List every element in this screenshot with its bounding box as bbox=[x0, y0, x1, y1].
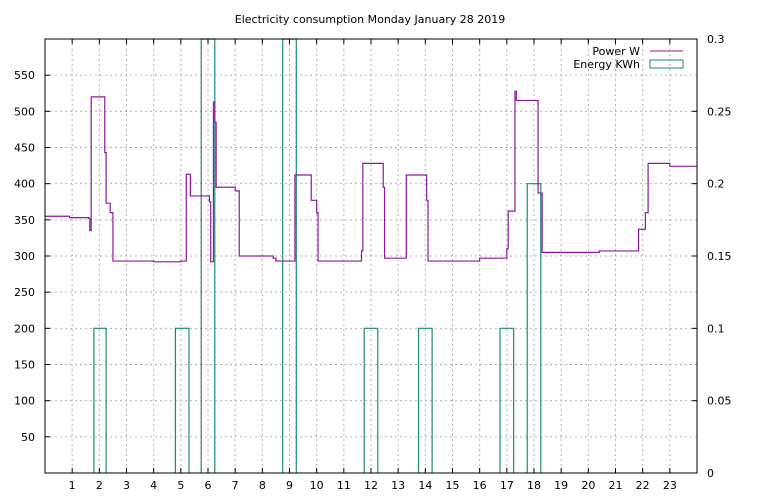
y2-tick-label: 0.25 bbox=[707, 105, 732, 118]
legend-energy-swatch bbox=[649, 59, 684, 69]
x-tick-label: 19 bbox=[554, 479, 568, 492]
grid bbox=[45, 39, 697, 473]
energy-bar bbox=[174, 327, 190, 473]
x-tick-label: 20 bbox=[581, 479, 595, 492]
x-tick-label: 4 bbox=[150, 479, 157, 492]
x-tick-label: 7 bbox=[232, 479, 239, 492]
x-tick-label: 17 bbox=[500, 479, 514, 492]
energy-bar bbox=[499, 327, 515, 473]
x-tick-label: 9 bbox=[286, 479, 293, 492]
y2-tick-label: 0.05 bbox=[707, 395, 732, 408]
x-tick-label: 21 bbox=[609, 479, 623, 492]
y-tick-label: 550 bbox=[14, 69, 35, 82]
x-tick-label: 11 bbox=[337, 479, 351, 492]
x-tick-label: 10 bbox=[310, 479, 324, 492]
x-tick-label: 23 bbox=[663, 479, 677, 492]
axis-ticks: 1 2 3 4 5 6 7 8 9 10 11 12 13 14 15 16 17 18 19 20 21 22 23501… bbox=[14, 33, 732, 492]
x-tick-label: 22 bbox=[636, 479, 650, 492]
x-tick-label: 3 bbox=[123, 479, 130, 492]
energy-bar bbox=[526, 183, 542, 473]
y-tick-label: 50 bbox=[21, 431, 35, 444]
y-tick-label: 450 bbox=[14, 142, 35, 155]
x-tick-label: 5 bbox=[177, 479, 184, 492]
energy-bar bbox=[93, 327, 107, 473]
legend-energy-label: Energy KWh bbox=[573, 58, 640, 71]
y-tick-label: 100 bbox=[14, 395, 35, 408]
y-tick-label: 500 bbox=[14, 105, 35, 118]
y2-tick-label: 0.2 bbox=[707, 178, 725, 191]
x-tick-label: 15 bbox=[446, 479, 460, 492]
legend-power-label: Power W bbox=[592, 45, 640, 58]
y-tick-label: 200 bbox=[14, 322, 35, 335]
x-tick-label: 8 bbox=[259, 479, 266, 492]
energy-bar bbox=[363, 327, 379, 473]
y-tick-label: 300 bbox=[14, 250, 35, 263]
x-tick-label: 6 bbox=[205, 479, 212, 492]
power-line-layer bbox=[45, 90, 697, 263]
y2-tick-label: 0 bbox=[707, 467, 714, 480]
y2-tick-label: 0.3 bbox=[707, 33, 725, 46]
power-line bbox=[45, 90, 697, 263]
y-tick-label: 150 bbox=[14, 359, 35, 372]
x-tick-label: 16 bbox=[473, 479, 487, 492]
chart-title: Electricity consumption Monday January 2… bbox=[235, 13, 505, 26]
x-tick-label: 12 bbox=[364, 479, 378, 492]
y-tick-label: 250 bbox=[14, 286, 35, 299]
x-tick-label: 14 bbox=[418, 479, 432, 492]
x-tick-label: 18 bbox=[527, 479, 541, 492]
x-tick-label: 1 bbox=[69, 479, 76, 492]
y2-tick-label: 0.1 bbox=[707, 322, 725, 335]
energy-bar bbox=[417, 327, 433, 473]
x-tick-label: 2 bbox=[96, 479, 103, 492]
legend: Power W Energy KWh bbox=[573, 45, 684, 71]
x-tick-label: 13 bbox=[391, 479, 405, 492]
y2-tick-label: 0.15 bbox=[707, 250, 732, 263]
y-tick-label: 400 bbox=[14, 178, 35, 191]
y-tick-label: 350 bbox=[14, 214, 35, 227]
